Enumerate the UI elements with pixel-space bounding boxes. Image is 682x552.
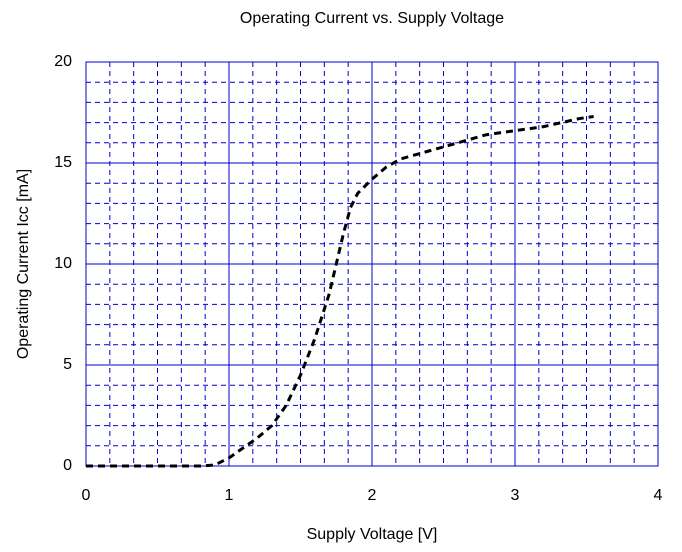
y-tick-label: 10 <box>54 255 72 272</box>
y-tick-label: 5 <box>63 356 72 373</box>
x-axis-label: Supply Voltage [V] <box>307 526 438 543</box>
x-tick-label: 1 <box>225 487 234 504</box>
chart-title: Operating Current vs. Supply Voltage <box>240 10 504 27</box>
y-axis-label: Operating Current Icc [mA] <box>15 169 32 359</box>
x-tick-label: 0 <box>82 487 91 504</box>
y-tick-label: 15 <box>54 154 72 171</box>
x-tick-label: 4 <box>654 487 663 504</box>
data-line <box>86 115 594 468</box>
plot-frame <box>85 61 659 467</box>
x-tick-label: 3 <box>511 487 520 504</box>
y-tick-label: 20 <box>54 53 72 70</box>
x-tick-label: 2 <box>368 487 377 504</box>
y-tick-label: 0 <box>63 457 72 474</box>
